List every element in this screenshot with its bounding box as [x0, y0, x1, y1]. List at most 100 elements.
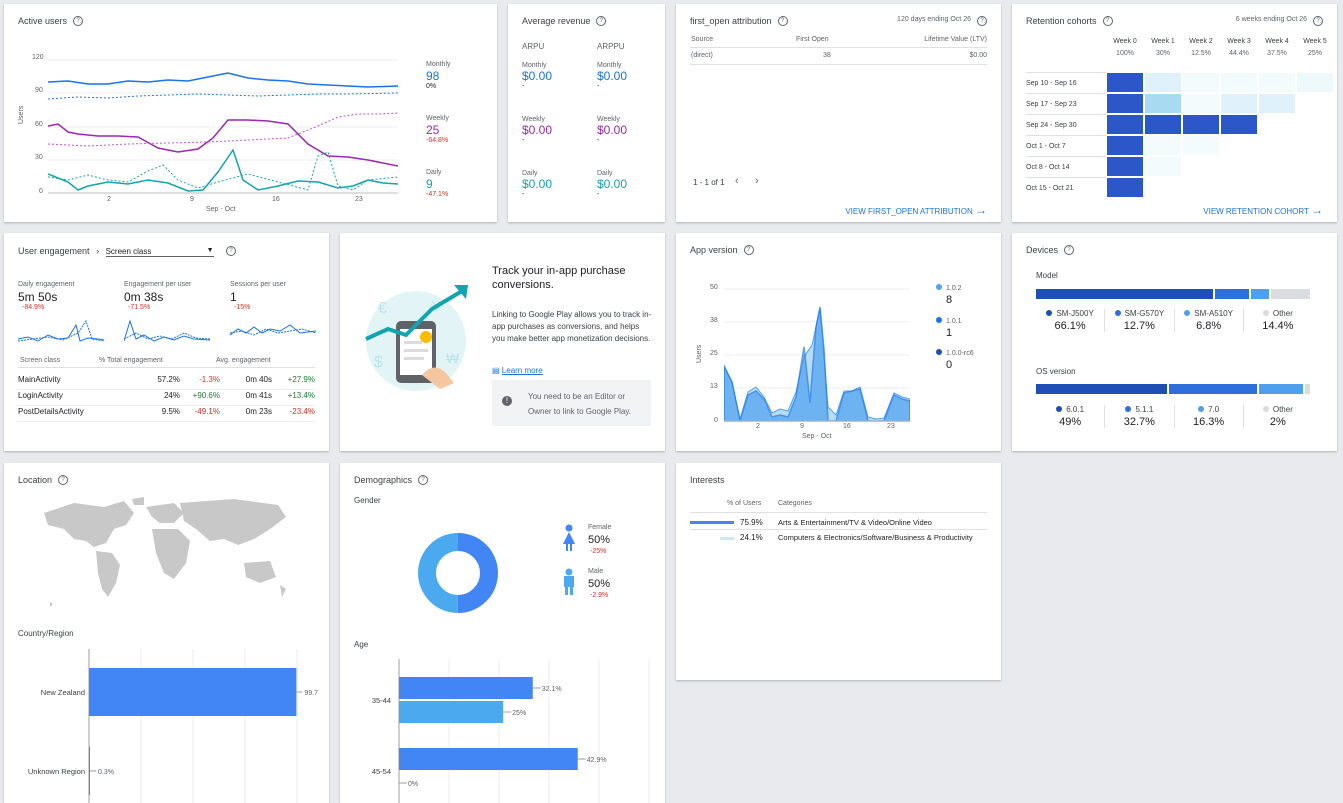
bar-segment[interactable] [1169, 384, 1257, 394]
cohort-label: Sep 10 - Sep 16 [1026, 72, 1106, 94]
retention-cell[interactable] [1220, 93, 1258, 114]
help-icon[interactable]: ? [226, 246, 237, 256]
table-row[interactable]: LoginActivity 24% +90.6% 0m 41s +13.4% [18, 389, 315, 406]
bar-segment[interactable] [1036, 289, 1214, 299]
retention-cell[interactable] [1144, 93, 1182, 114]
help-icon[interactable]: ? [596, 16, 607, 26]
help-icon[interactable]: ? [1102, 16, 1113, 26]
legend-change: -64.8% [426, 137, 449, 144]
legend-daily[interactable]: Daily 9 -47.1% [426, 169, 448, 198]
retention-cell[interactable] [1182, 114, 1220, 135]
legend-monthly[interactable]: Monthly 98 0% [426, 61, 451, 90]
age-bar-current[interactable] [399, 677, 533, 699]
help-icon[interactable]: ? [418, 475, 429, 485]
table-row[interactable]: MainActivity 57.2% -1.3% 0m 40s +27.9% [18, 373, 315, 390]
x-tick: 2 [107, 196, 111, 203]
arppu-weekly: Weekly $0.00 - [597, 116, 627, 144]
legend-item[interactable]: Other 2% [1244, 405, 1312, 428]
country-bar[interactable] [89, 668, 297, 716]
retention-cell[interactable] [1106, 135, 1144, 156]
y-tick: 25 [710, 350, 718, 357]
retention-cell[interactable] [1106, 72, 1144, 93]
legend-1-0-2[interactable]: 1.0.2 8 [936, 284, 962, 306]
help-icon[interactable]: ? [777, 16, 788, 26]
retention-cell[interactable] [1296, 72, 1334, 93]
chevron-right-icon[interactable]: › [755, 175, 759, 187]
help-icon[interactable]: ? [1064, 245, 1075, 255]
help-icon[interactable]: ? [743, 245, 754, 255]
bar-segment[interactable] [1258, 384, 1303, 394]
legend-item[interactable]: 5.1.1 32.7% [1105, 405, 1175, 428]
help-icon[interactable]: ? [1313, 16, 1323, 26]
retention-cell[interactable] [1106, 93, 1144, 114]
x-tick: 16 [272, 196, 280, 203]
retention-cell[interactable] [1144, 114, 1182, 135]
retention-cell[interactable] [1144, 156, 1182, 177]
retention-cell[interactable] [1220, 114, 1258, 135]
x-tick: 2 [756, 423, 760, 430]
view-first-open-link[interactable]: VIEW FIRST_OPEN ATTRIBUTION → [845, 203, 987, 217]
legend-item[interactable]: SM-A510Y 6.8% [1175, 309, 1244, 332]
legend-value: 98 [426, 69, 440, 83]
retention-cell[interactable] [1182, 135, 1220, 156]
bar-segment[interactable] [1036, 384, 1168, 394]
delta: - [597, 83, 600, 90]
bar-segment[interactable] [1304, 384, 1310, 394]
interest-bar [690, 521, 734, 524]
retention-cell[interactable] [1182, 72, 1220, 93]
legend-1-0-1[interactable]: 1.0.1 1 [936, 317, 962, 339]
legend-item[interactable]: 7.0 16.3% [1175, 405, 1244, 428]
retention-cell[interactable] [1106, 114, 1144, 135]
chevron-left-icon[interactable]: ‹ [735, 175, 739, 187]
legend-name: 6.0.1 [1066, 405, 1085, 414]
help-icon[interactable]: ? [58, 475, 69, 485]
retention-cell[interactable] [1144, 135, 1182, 156]
bar-segment[interactable] [1271, 289, 1310, 299]
y-tick: 90 [35, 87, 43, 94]
retention-cell[interactable] [1144, 72, 1182, 93]
retention-title: Retention cohorts? [1026, 16, 1113, 26]
y-tick: 38 [710, 317, 718, 324]
cohort-label: Oct 15 - Oct 21 [1026, 177, 1106, 199]
retention-cell[interactable] [1258, 93, 1296, 114]
date-range: 120 days ending Oct 26? [897, 16, 987, 26]
y-tick: 13 [710, 383, 718, 390]
demographics-title: Demographics? [354, 475, 429, 485]
cell-avg: 0m 40s [245, 375, 272, 384]
week-pct: 30% [1155, 50, 1170, 57]
value: $0.00 [522, 177, 553, 191]
retention-cell[interactable] [1220, 72, 1258, 93]
row-source: (direct) [691, 52, 713, 59]
devices-card: Devices? Model SM-J500Y 66.1% SM-G570Y 12.7… [1012, 233, 1337, 451]
value: $0.00 [597, 69, 628, 83]
legend-item[interactable]: SM-G570Y 12.7% [1105, 309, 1175, 332]
legend-1-0-0-rc6[interactable]: 1.0.0-rc6 0 [936, 349, 974, 371]
retention-cell[interactable] [1106, 156, 1144, 177]
metric-engagement-per-user: Engagement per user 0m 38s -71.5% [124, 281, 192, 311]
retention-cell[interactable] [1106, 177, 1144, 198]
dropdown-arrow-icon: ▼ [206, 247, 214, 254]
retention-cell[interactable] [1258, 72, 1296, 93]
bar-segment[interactable] [1251, 289, 1270, 299]
age-bar-previous[interactable] [399, 701, 504, 723]
bar-segment[interactable] [1215, 289, 1250, 299]
country-bar[interactable] [89, 747, 90, 795]
legend-item[interactable]: Other 14.4% [1244, 309, 1312, 332]
cohort-label: Sep 24 - Sep 30 [1026, 114, 1106, 136]
age-bar-current[interactable] [399, 748, 578, 770]
legend-item[interactable]: SM-J500Y 66.1% [1036, 309, 1106, 332]
legend-item[interactable]: 6.0.1 49% [1036, 405, 1106, 428]
retention-cell[interactable] [1182, 93, 1220, 114]
help-icon[interactable]: ? [73, 16, 84, 26]
screen-class-dropdown[interactable]: Screen class ▼ [105, 247, 214, 257]
help-icon[interactable]: ? [977, 16, 987, 26]
cell-pct: 57.2% [157, 375, 180, 384]
age-group-label: 45-54 [372, 767, 391, 776]
week-header: Week 2 [1189, 38, 1213, 45]
table-row[interactable]: PostDetailsActivity 9.5% -49.1% 0m 23s -23.4… [18, 405, 315, 422]
legend-name: SM-G570Y [1124, 309, 1165, 318]
view-retention-link[interactable]: VIEW RETENTION COHORT → [1203, 203, 1323, 217]
gender-donut [418, 533, 498, 613]
learn-more-link[interactable]: ▤ Learn more [492, 366, 543, 375]
legend-weekly[interactable]: Weekly 25 -64.8% [426, 115, 449, 144]
